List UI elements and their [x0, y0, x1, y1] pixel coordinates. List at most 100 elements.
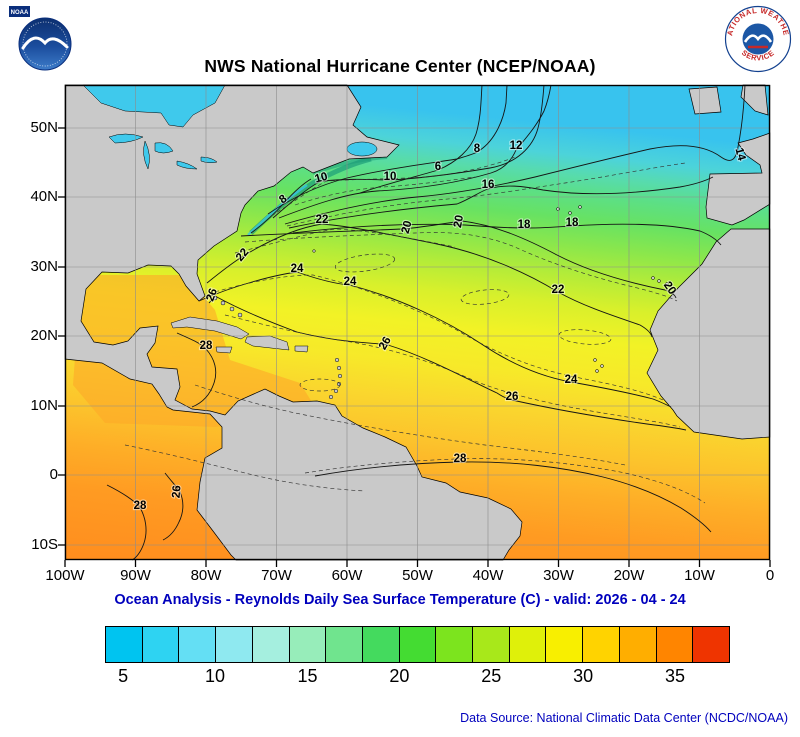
colorbar-tick-label: 5: [118, 666, 129, 686]
isotherm-label: 28: [134, 500, 147, 512]
isotherms-dashed: [124, 156, 706, 504]
lat-tick-label: 10S: [31, 536, 58, 553]
lon-tick-label: 100W: [45, 567, 85, 584]
isotherm-label: 20: [452, 214, 466, 229]
isotherm-20: [240, 220, 677, 299]
colorbar-cell: [546, 627, 584, 662]
lat-tick-label: 50N: [30, 119, 58, 136]
colorbar-cell: [693, 627, 729, 662]
lake-michigan: [143, 140, 150, 170]
landmasses: [64, 84, 771, 561]
isotherm-label: 16: [482, 179, 495, 191]
colorbar-cell: [326, 627, 363, 662]
lesser-antilles-islands: [328, 357, 343, 400]
isotherm-label: 26: [170, 485, 183, 499]
jamaica-island: [215, 346, 233, 354]
isotherm-label: 8: [474, 143, 481, 155]
axis-tick-marks: [58, 127, 771, 567]
colorbar-cell: [142, 627, 180, 662]
inland-waters: [82, 84, 378, 170]
lon-tick-label: 70W: [261, 567, 292, 584]
isotherm-label: 10: [384, 171, 397, 183]
isotherm-24: [198, 271, 672, 408]
isotherm-28-pacific: [106, 484, 147, 561]
lat-tick-label: 0: [49, 466, 58, 483]
lake-erie: [176, 160, 198, 170]
isotherm-label: 28: [200, 340, 213, 352]
atlantic-archipelagos: [312, 205, 669, 373]
nws-gull-icon: [743, 34, 773, 43]
isotherm-28-equatorial: [314, 461, 712, 533]
isotherm-label: 10: [313, 171, 328, 186]
lon-tick-label: 40W: [472, 567, 504, 584]
isotherm-label: 24: [344, 276, 357, 288]
lat-tick-label: 20N: [30, 327, 58, 344]
isotherm-label: 18: [566, 217, 579, 229]
isotherm-22: [206, 223, 653, 338]
isotherms-solid: [106, 84, 746, 561]
isotherm-label: 18: [518, 219, 531, 231]
colorbar-cell: [252, 627, 290, 662]
caption: Ocean Analysis - Reynolds Daily Sea Surf…: [114, 592, 686, 608]
lake-huron: [154, 142, 174, 154]
gulf-caribbean-warm-tint: [73, 275, 320, 427]
colorbar-cell: [362, 627, 400, 662]
noaa-flag-label: NOAA: [11, 10, 29, 16]
noaa-seal-ring: [22, 21, 68, 67]
colorbar-tick-label: 20: [389, 666, 410, 686]
lake-ontario: [200, 156, 218, 164]
lon-tick-label: 10W: [684, 567, 715, 584]
colorbar-cell: [436, 627, 474, 662]
isotherm-label: 22: [552, 284, 565, 296]
map-frame: [64, 84, 771, 561]
nws-logo: NATIONAL WEATHER SERVICE: [724, 5, 792, 73]
colorbar-cell: [399, 627, 437, 662]
colorbar-cell: [583, 627, 620, 662]
africa-landmass: [646, 228, 771, 440]
colorbar-cell: [509, 627, 547, 662]
colorbar-cell: [656, 627, 694, 662]
isotherm-28-caribbean: [176, 332, 217, 408]
isotherm-label: 24: [565, 374, 578, 386]
hudson-bay: [82, 84, 226, 128]
colorbar-cells: [105, 626, 730, 663]
isotherm-label: 14: [732, 146, 747, 162]
puerto-rico-island: [294, 345, 309, 353]
colorbar-cell: [106, 627, 143, 662]
gulf-of-st-lawrence: [346, 141, 378, 157]
noaa-gull-icon: [21, 36, 69, 50]
hispaniola-island: [244, 335, 290, 351]
lake-superior: [108, 133, 144, 144]
lat-axis: 50N 40N 30N 20N 10N 0 10S: [10, 85, 58, 560]
ireland-landmass: [688, 86, 722, 115]
lon-axis: 100W 90W 80W 70W 60W 50W 40W 30W 20W 10W 0: [45, 567, 774, 589]
colorbar-cell: [473, 627, 510, 662]
isotherm-label: 26: [506, 391, 519, 403]
colorbar-tick-label: 15: [297, 666, 318, 686]
cuba-island: [170, 316, 250, 340]
isotherm-label: 20: [400, 219, 415, 234]
isotherm-26-north: [208, 295, 687, 431]
isotherm-8: [267, 84, 508, 215]
isotherm-14: [284, 84, 746, 225]
isotherm-16: [288, 176, 714, 229]
colorbar-cell: [289, 627, 327, 662]
lon-tick-label: 50W: [402, 567, 433, 584]
lon-tick-label: 80W: [190, 567, 222, 584]
noaa-flag: [9, 6, 30, 17]
americas-landmass: [64, 84, 523, 561]
lat-tick-label: 40N: [30, 188, 58, 205]
isotherm-label: 24: [291, 263, 304, 275]
data-source-note: Data Source: National Climatic Data Cent…: [460, 711, 788, 725]
lon-tick-label: 20W: [613, 567, 645, 584]
colorbar-cell: [216, 627, 253, 662]
isotherm-10: [272, 84, 545, 219]
colorbar: 5 10 15 20 25 30 35: [105, 626, 730, 688]
colorbar-tick-label: 35: [664, 666, 686, 686]
lon-tick-label: 0: [765, 567, 775, 584]
noaa-logo: NOAA: [9, 6, 72, 71]
lon-tick-label: 60W: [331, 567, 363, 584]
colorbar-tick-label: 25: [481, 666, 502, 686]
